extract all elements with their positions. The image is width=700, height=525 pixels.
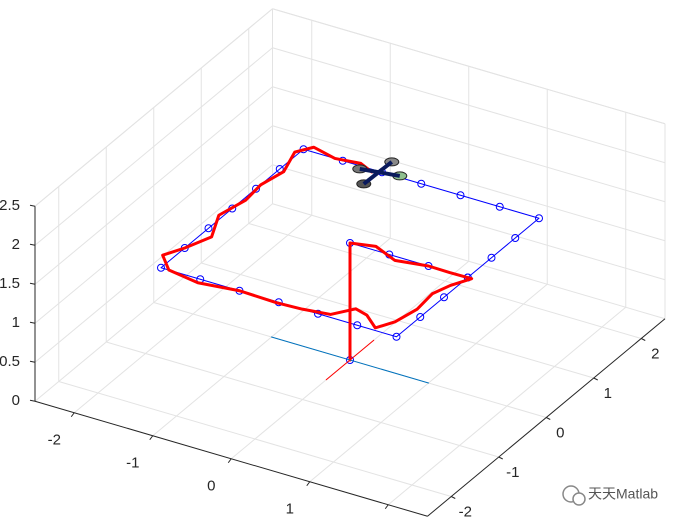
x-tick [306,481,311,487]
y-tick-label: 2 [651,345,659,362]
grid-line [272,203,666,320]
watermark-text: 天天Matlab [588,486,658,502]
waypoint [252,184,260,193]
y-tick-label: 1 [604,385,612,402]
grid-line [272,125,666,242]
x-tick [227,458,232,464]
grid-line [272,164,666,281]
x-tick-label: -2 [48,432,61,449]
z-tick-label: 0 [12,392,20,409]
watermark-icon [572,492,586,506]
waypoint [417,179,426,188]
waypoint [511,234,520,242]
z-tick [29,282,36,285]
z-tick [29,399,36,402]
z-tick [29,204,36,207]
x-tick-label: -1 [126,455,139,472]
grid-line [248,223,642,339]
z-tick-label: 2.5 [0,197,20,214]
grid-line [272,47,666,164]
waypoint [487,253,496,262]
waypoint [157,263,165,272]
drone [352,157,408,189]
grid-line [34,47,273,246]
z-tick [29,243,36,246]
grid-line [34,8,273,207]
y-tick-label: -1 [506,464,519,481]
waypoint [456,191,465,200]
series-line [325,339,375,381]
x-tick [384,504,389,510]
waypoint [535,214,543,223]
waypoint [392,332,401,341]
grid-line [34,164,273,363]
z-tick-label: 0.5 [0,353,20,370]
y-tick [593,377,598,381]
z-tick-label: 1 [12,314,20,331]
x-tick [70,412,75,418]
x-tick-label: 2 [364,524,372,525]
waypoint [353,321,362,330]
y-tick-label: -2 [459,503,472,520]
waypoint [440,293,448,302]
grid-line [106,341,499,458]
z-tick [29,360,36,363]
grid-line [34,203,273,402]
y-tick [498,456,503,460]
grid-line [272,86,666,203]
watermark: 天天Matlab [562,485,658,506]
grid-line [34,86,273,285]
y-tick-label: 0 [556,424,564,441]
grid-line [272,8,666,125]
waypoint [495,202,504,211]
y-tick [546,417,551,420]
y-tick [641,338,646,341]
waypoint [204,224,213,233]
z-tick-label: 1.5 [0,275,20,292]
series-line [161,145,474,362]
x-tick-label: 1 [286,501,294,518]
x-tick-label: 0 [207,478,215,495]
z-tick [29,321,36,324]
grid-line [58,381,452,497]
z-tick-label: 2 [12,236,20,253]
x-tick [149,435,154,441]
grid-line [34,125,273,324]
waypoint [416,313,425,321]
y-tick [451,496,456,499]
arm [362,160,394,186]
